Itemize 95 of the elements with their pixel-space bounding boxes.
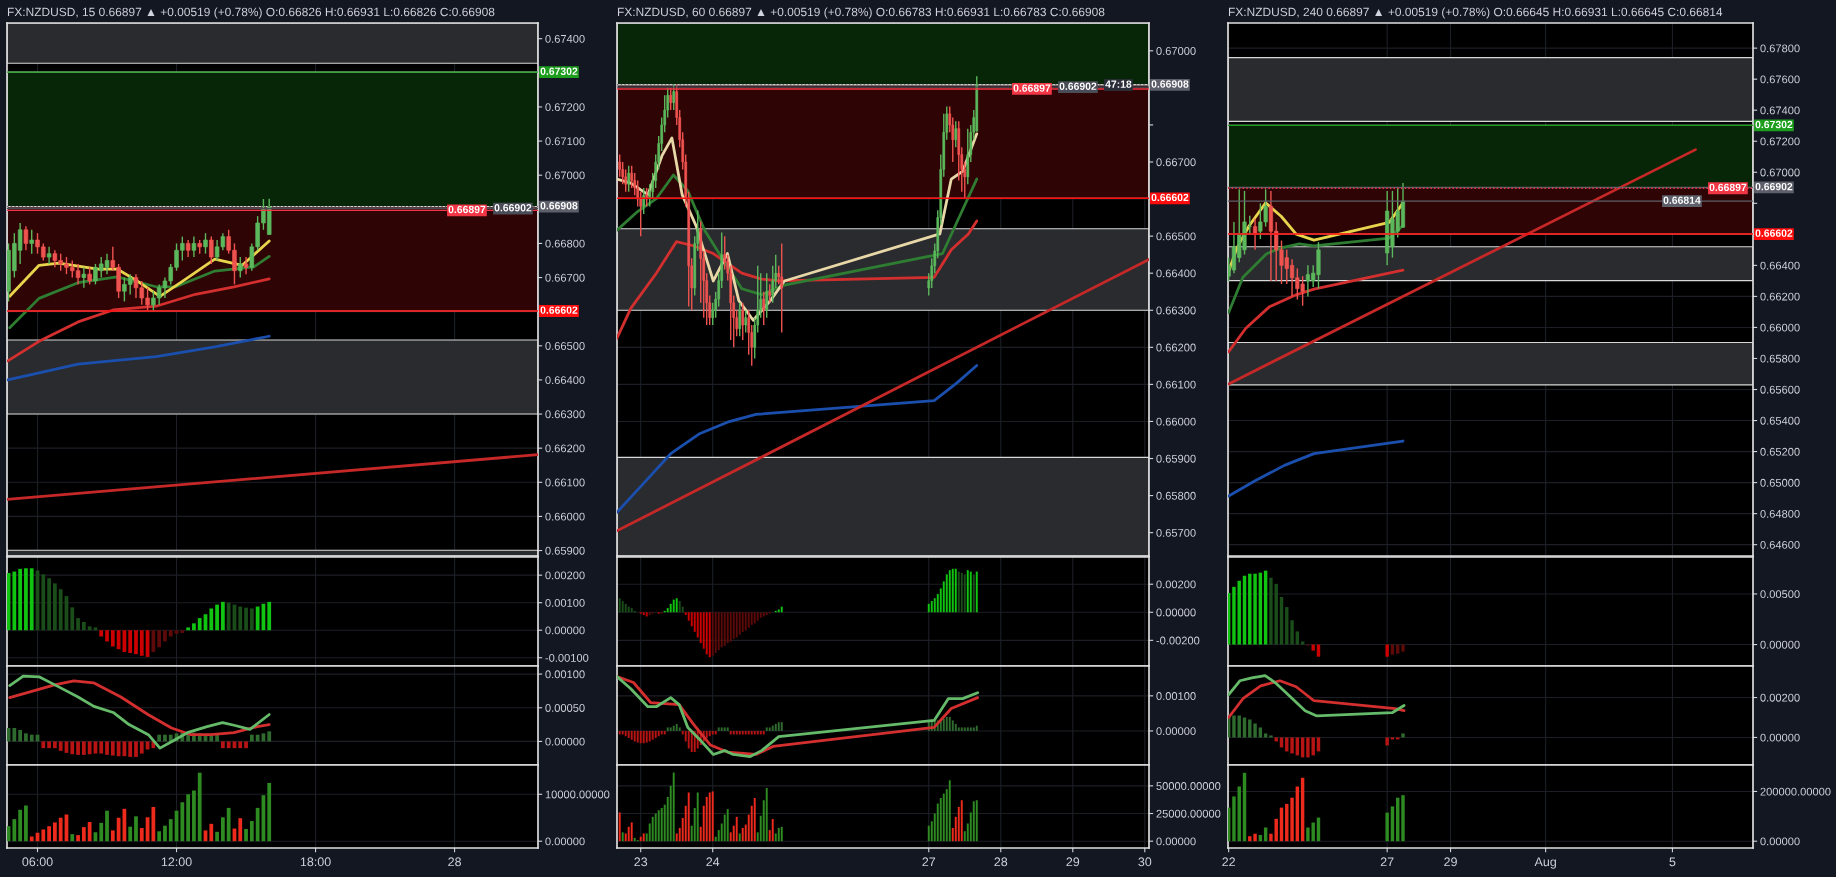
y-tick-label: 0.00050 [545, 704, 585, 712]
x-tick-label: 12:00 [161, 857, 192, 867]
y-tick-label: 0.66400 [1156, 269, 1196, 278]
y-tick-label: 0.66700 [1156, 158, 1196, 167]
x-tick-label: 29 [1066, 857, 1080, 867]
ref-line-label: 0.66897 [448, 205, 486, 214]
y-tick-label: 0.67800 [1760, 44, 1800, 53]
ref-line-label: 0.66902 [494, 204, 532, 212]
x-tick-label: 18:00 [300, 857, 331, 867]
y-tick-label: 0.00000 [1156, 727, 1196, 736]
y-tick-label: 0.65900 [545, 546, 585, 555]
y-tick-label: 0.67000 [1156, 47, 1196, 55]
y-tick-label: 0.64800 [1760, 509, 1800, 518]
y-tick-label: 0.65200 [1760, 447, 1800, 456]
y-tick-label: 0.66200 [545, 444, 585, 453]
ref-line-label: 0.66897 [1013, 84, 1051, 92]
chart-title: FX:NZDUSD, 15 0.66897 ▲ +0.00519 (+0.78%) O:0.66826 H:0.66931 L:0.66826 C:0.66908 [7, 7, 495, 19]
y-tick-label: 0.67200 [1760, 137, 1800, 146]
y-tick-label: 0.00000 [1760, 733, 1800, 742]
y-tick-label: 0.66800 [545, 239, 585, 248]
y-tick-label: 0.66000 [1760, 323, 1800, 332]
y-tick-label: 0.66400 [1760, 261, 1800, 270]
ref-line-label: 0.66908 [540, 202, 578, 210]
y-tick-label: 0.00100 [1156, 692, 1196, 700]
y-tick-label: 200000.00000 [1760, 787, 1831, 796]
ref-line-label: 0.66908 [1151, 80, 1189, 88]
y-tick-label: -0.00100 [545, 654, 589, 662]
y-tick-label: 0.00200 [1760, 693, 1800, 702]
y-tick-label: 0.67100 [545, 137, 585, 146]
y-tick-label: 10000.00000 [545, 790, 610, 799]
y-tick-label: 0.66300 [545, 410, 585, 419]
y-tick-label: 0.67000 [1760, 168, 1800, 177]
y-tick-label: 0.67600 [1760, 75, 1800, 84]
x-tick-label: 29 [1444, 857, 1457, 867]
x-tick-label: Aug [1534, 857, 1556, 869]
y-tick-label: 0.00000 [1760, 837, 1800, 846]
chart-title: FX:NZDUSD, 240 0.66897 ▲ +0.00519 (+0.78%) O:0.66645 H:0.66931 L:0.66645 C:0.66814 [1228, 7, 1723, 19]
x-tick-label: 24 [706, 857, 720, 867]
x-tick-label: 30 [1138, 857, 1152, 867]
y-tick-label: 0.00200 [1156, 580, 1196, 589]
ref-line-label: 0.66602 [1151, 193, 1189, 202]
y-tick-label: 0.67200 [545, 103, 585, 112]
y-tick-label: 0.66100 [1156, 380, 1196, 389]
x-tick-label: 27 [922, 857, 936, 867]
y-tick-label: 0.00200 [545, 571, 585, 580]
chart-title: FX:NZDUSD, 60 0.66897 ▲ +0.00519 (+0.78%) O:0.66783 H:0.66931 L:0.66783 C:0.66908 [617, 7, 1105, 19]
y-tick-label: 0.66400 [545, 376, 585, 385]
y-tick-label: 0.66200 [1156, 343, 1196, 352]
y-tick-label: 0.67400 [545, 34, 585, 43]
y-tick-label: 0.66500 [545, 342, 585, 350]
ref-line-label: 0.66602 [1755, 229, 1793, 237]
ref-line-label: 0.67302 [540, 67, 578, 75]
y-tick-label: 0.66700 [545, 273, 585, 282]
y-tick-label: 0.66000 [1156, 417, 1196, 426]
y-tick-label: -0.00200 [1156, 636, 1200, 645]
x-tick-label: 28 [448, 857, 461, 867]
ref-line-label: 0.66902 [1755, 182, 1793, 191]
y-tick-label: 0.66300 [1156, 306, 1196, 315]
ref-line-label: 0.66814 [1663, 196, 1701, 204]
y-tick-label: 0.66100 [545, 478, 585, 487]
x-tick-label: 22 [1222, 857, 1235, 867]
x-tick-label: 28 [994, 857, 1008, 867]
y-tick-label: 0.67400 [1760, 106, 1800, 115]
ref-line-label: 0.67302 [1755, 120, 1793, 129]
ref-line-label: 0.66602 [540, 306, 578, 314]
x-tick-label: 06:00 [22, 857, 53, 867]
y-tick-label: 0.65900 [1156, 454, 1196, 463]
y-tick-label: 0.00100 [545, 598, 585, 607]
y-tick-label: 0.65700 [1156, 528, 1196, 537]
y-tick-label: 0.66500 [1156, 232, 1196, 241]
y-tick-label: 25000.00000 [1156, 809, 1221, 818]
ref-line-label: 0.66897 [1709, 183, 1747, 192]
y-tick-label: 0.66000 [545, 512, 585, 521]
y-tick-label: 50000.00000 [1156, 782, 1221, 790]
y-tick-label: 0.66200 [1760, 292, 1800, 301]
x-tick-label: 5 [1669, 857, 1676, 867]
y-tick-label: 0.00500 [1760, 590, 1800, 599]
y-tick-label: 0.64600 [1760, 540, 1800, 549]
y-tick-label: 0.67000 [545, 171, 585, 180]
ref-line-label: 0.66902 [1059, 82, 1097, 90]
y-tick-label: 0.00000 [1156, 608, 1196, 617]
y-tick-label: 0.00100 [545, 670, 585, 679]
y-tick-label: 0.65800 [1760, 354, 1800, 363]
y-tick-label: 0.65600 [1760, 385, 1800, 394]
annotation: 47:18 [1105, 80, 1132, 88]
y-tick-label: 0.65000 [1760, 478, 1800, 487]
y-tick-label: 0.00000 [545, 837, 585, 846]
y-tick-label: 0.00000 [1156, 837, 1196, 846]
x-tick-label: 27 [1380, 857, 1394, 867]
y-tick-label: 0.65800 [1156, 491, 1196, 500]
y-tick-label: 0.00000 [545, 626, 585, 635]
x-tick-label: 23 [634, 857, 648, 867]
y-tick-label: 0.65400 [1760, 416, 1800, 425]
y-tick-label: 0.00000 [1760, 640, 1800, 649]
y-tick-label: 0.00000 [545, 737, 585, 746]
